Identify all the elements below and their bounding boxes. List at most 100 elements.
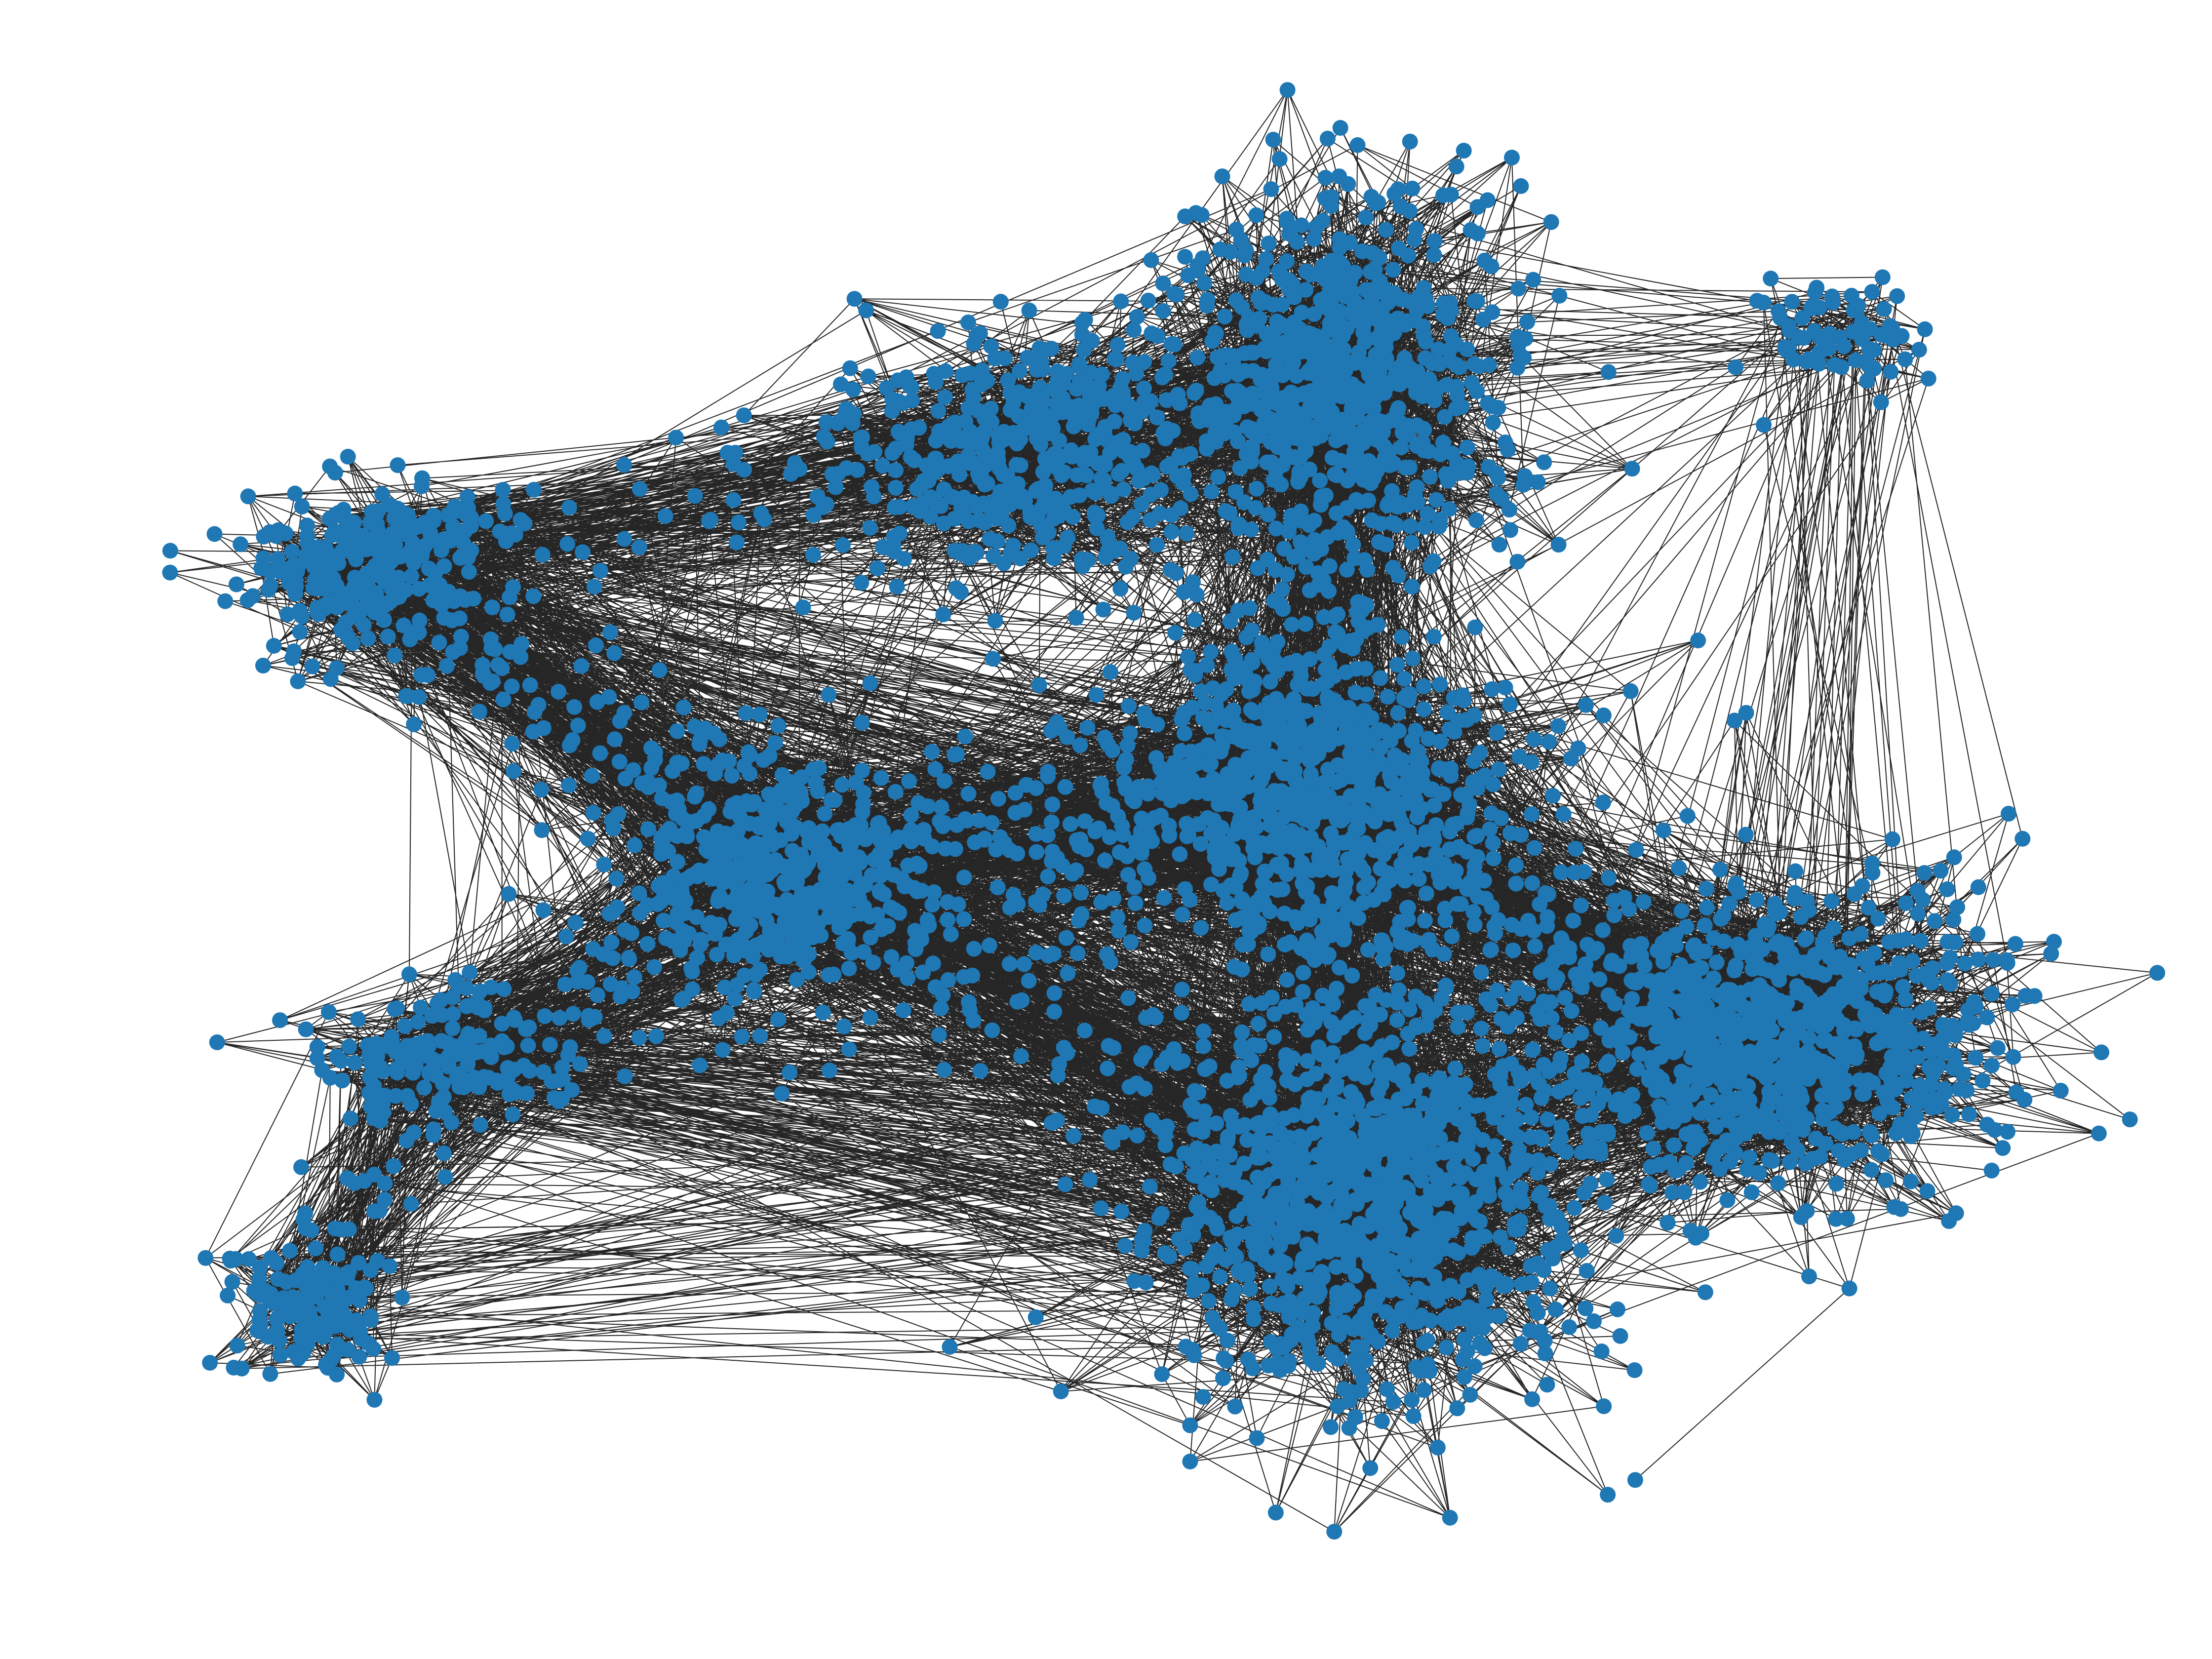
- graph-node: [1337, 802, 1353, 818]
- graph-node: [1595, 922, 1611, 938]
- graph-node: [1346, 1352, 1362, 1369]
- graph-node: [1622, 683, 1639, 699]
- graph-node: [697, 720, 713, 737]
- graph-node: [1390, 1091, 1407, 1107]
- graph-node: [1051, 508, 1067, 524]
- graph-node: [1537, 1345, 1553, 1362]
- graph-node: [1048, 490, 1064, 507]
- graph-node: [607, 731, 623, 748]
- graph-node: [1908, 968, 1925, 984]
- graph-node: [1463, 1240, 1480, 1256]
- graph-node: [1771, 972, 1787, 988]
- graph-node: [1989, 1040, 2006, 1056]
- graph-node: [1190, 816, 1207, 832]
- graph-node: [1415, 421, 1431, 437]
- graph-node: [422, 532, 438, 549]
- graph-node: [1573, 1242, 1589, 1259]
- graph-node: [1234, 1025, 1250, 1041]
- graph-node: [1317, 170, 1334, 186]
- graph-node: [1551, 1084, 1567, 1100]
- graph-node: [632, 905, 648, 921]
- graph-node: [1624, 991, 1640, 1007]
- graph-node: [1370, 195, 1386, 211]
- graph-node: [1078, 451, 1095, 467]
- graph-node: [1466, 1358, 1483, 1375]
- graph-node: [1478, 1292, 1495, 1307]
- graph-node: [1440, 1308, 1457, 1324]
- graph-node: [1273, 1253, 1290, 1269]
- graph-node: [1193, 920, 1209, 936]
- graph-node: [1276, 906, 1293, 922]
- graph-node: [1024, 400, 1040, 417]
- graph-node: [665, 763, 681, 779]
- graph-node: [1524, 1391, 1540, 1407]
- graph-node: [784, 857, 800, 873]
- graph-node: [321, 565, 337, 581]
- graph-node: [1444, 928, 1460, 945]
- graph-node: [1330, 256, 1346, 272]
- graph-node: [1212, 1269, 1228, 1285]
- graph-node: [323, 550, 340, 566]
- graph-node: [1889, 288, 1905, 304]
- graph-node: [1326, 320, 1342, 337]
- graph-node: [1697, 1284, 1713, 1301]
- graph-node: [1195, 710, 1211, 726]
- graph-node: [1358, 209, 1374, 226]
- graph-node: [1426, 629, 1442, 645]
- graph-node: [1530, 1255, 1546, 1271]
- graph-node: [1891, 1060, 1907, 1076]
- graph-node: [989, 879, 1006, 896]
- graph-node: [1877, 963, 1894, 980]
- graph-node: [1697, 944, 1713, 959]
- graph-node: [854, 714, 870, 731]
- graph-node: [1733, 944, 1749, 960]
- graph-node: [1103, 488, 1119, 504]
- graph-node: [1204, 1250, 1220, 1266]
- graph-node: [1257, 863, 1273, 879]
- graph-node: [1542, 1280, 1558, 1297]
- graph-node: [1066, 1128, 1082, 1144]
- graph-node: [530, 697, 547, 713]
- graph-node: [1785, 960, 1801, 977]
- graph-node: [1796, 1048, 1812, 1065]
- graph-node: [1363, 710, 1380, 726]
- graph-node: [1879, 1014, 1895, 1030]
- graph-node: [2004, 996, 2020, 1013]
- graph-node: [1224, 643, 1240, 660]
- graph-node: [1005, 538, 1021, 554]
- graph-node: [1284, 392, 1300, 408]
- graph-node: [971, 812, 988, 829]
- graph-node: [1239, 911, 1255, 928]
- graph-node: [1944, 1107, 1960, 1123]
- graph-node: [1891, 933, 1907, 949]
- graph-node: [1513, 827, 1529, 843]
- graph-node: [453, 629, 469, 645]
- graph-node: [742, 766, 758, 782]
- graph-node: [2001, 806, 2016, 822]
- graph-node: [1340, 473, 1356, 489]
- graph-node: [1879, 1092, 1896, 1108]
- graph-node: [1406, 232, 1422, 248]
- graph-node: [1897, 991, 1914, 1007]
- graph-node: [1380, 829, 1396, 845]
- graph-node: [282, 1243, 298, 1259]
- graph-node: [774, 1085, 790, 1102]
- graph-node: [1389, 965, 1406, 982]
- graph-node: [1143, 252, 1159, 268]
- graph-node: [2014, 830, 2031, 847]
- graph-node: [1389, 1012, 1405, 1028]
- graph-node: [162, 543, 178, 559]
- graph-node: [1073, 885, 1089, 901]
- graph-node: [1121, 698, 1137, 714]
- graph-node: [1578, 697, 1594, 713]
- graph-node: [1430, 761, 1447, 777]
- graph-node: [1893, 1039, 1909, 1056]
- graph-node: [1140, 778, 1156, 794]
- graph-node: [1416, 327, 1432, 343]
- graph-node: [1970, 951, 1986, 968]
- graph-node: [1653, 1049, 1669, 1065]
- graph-node: [1365, 1156, 1382, 1173]
- graph-node: [1902, 1173, 1919, 1189]
- graph-node: [1324, 1315, 1340, 1331]
- graph-node: [752, 1028, 768, 1044]
